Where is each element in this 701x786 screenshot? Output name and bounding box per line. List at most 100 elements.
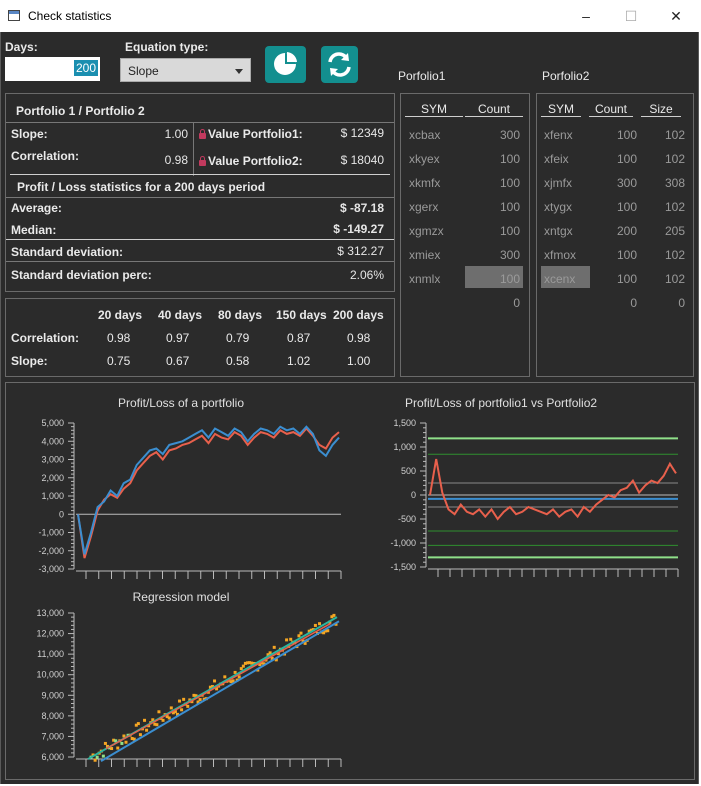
scatter-point <box>122 734 126 738</box>
window-title: Check statistics <box>28 9 112 23</box>
table-cell[interactable]: xgmzx <box>409 224 444 238</box>
scatter-point <box>138 733 142 737</box>
table-cell[interactable]: xfenx <box>544 128 573 142</box>
table-cell[interactable]: xgerx <box>409 200 439 214</box>
table-cell[interactable]: xfeix <box>544 152 569 166</box>
table-cell[interactable]: xntgx <box>544 224 573 238</box>
table-cell[interactable]: xjmfx <box>544 176 572 190</box>
equation-type-select[interactable]: Slope <box>120 58 251 82</box>
period-header: 20 days <box>98 308 143 322</box>
table-cell[interactable]: 300 <box>499 128 520 142</box>
value-portfolio1: $ 12349 <box>340 126 384 140</box>
table-cell[interactable]: 102 <box>664 200 685 214</box>
scatter-point <box>105 744 109 748</box>
table-cell[interactable]: 0 <box>678 296 685 310</box>
scatter-point <box>318 622 322 626</box>
table-cell[interactable]: 0 <box>513 296 520 310</box>
table-cell[interactable]: xcenx <box>544 272 576 286</box>
y-tick-label: 12,000 <box>36 629 64 639</box>
table-cell[interactable]: xcbax <box>409 128 441 142</box>
column-header: SYM <box>405 102 463 117</box>
scatter-point <box>262 662 266 666</box>
table-cell[interactable]: 0 <box>630 296 637 310</box>
table-cell[interactable]: 205 <box>664 224 685 238</box>
scatter-point <box>165 715 169 719</box>
refresh-button[interactable] <box>321 46 358 83</box>
scatter-point <box>116 746 120 750</box>
table-cell[interactable]: xfmox <box>544 248 577 262</box>
scatter-point <box>276 652 280 656</box>
table-cell[interactable]: 200 <box>616 224 637 238</box>
table-cell[interactable]: xnmlx <box>409 272 441 286</box>
scatter-point <box>175 712 179 716</box>
charts-panel: Profit/Loss of a portfolio Profit/Loss o… <box>5 382 695 780</box>
scatter-point <box>213 679 217 683</box>
scatter-point <box>334 622 338 626</box>
regression-line <box>105 622 332 750</box>
table-cell[interactable]: 100 <box>499 272 520 286</box>
table-cell[interactable]: 102 <box>664 152 685 166</box>
table-cell[interactable]: 100 <box>616 128 637 142</box>
average-label: Average: <box>11 201 62 215</box>
y-tick-label: 1,500 <box>393 418 416 428</box>
scatter-point <box>299 631 303 635</box>
table-cell[interactable]: 100 <box>499 176 520 190</box>
table-cell[interactable]: 308 <box>664 176 685 190</box>
table-cell[interactable]: xkyex <box>409 152 440 166</box>
days-input[interactable]: 200 <box>5 57 100 81</box>
table-cell[interactable]: 100 <box>616 248 637 262</box>
table-cell[interactable]: 100 <box>616 152 637 166</box>
scatter-point <box>194 694 198 698</box>
scatter-point <box>134 723 138 727</box>
days-value: 200 <box>73 60 98 76</box>
pie-chart-button[interactable] <box>265 46 306 83</box>
lock-icon <box>199 129 206 139</box>
series-line <box>77 426 340 559</box>
maximize-button[interactable]: ☐ <box>624 8 638 24</box>
table-cell[interactable]: 102 <box>664 272 685 286</box>
table-cell[interactable]: 102 <box>664 128 685 142</box>
table-cell[interactable]: xtygx <box>544 200 573 214</box>
table-cell[interactable]: 300 <box>616 176 637 190</box>
table-cell[interactable]: 100 <box>499 200 520 214</box>
table-cell[interactable]: 100 <box>616 272 637 286</box>
pie-chart-icon <box>274 52 297 75</box>
series-line <box>429 458 677 521</box>
table-cell[interactable]: 300 <box>499 248 520 262</box>
period-header: 150 days <box>276 308 327 322</box>
table-cell[interactable]: 100 <box>616 200 637 214</box>
scatter-point <box>223 675 227 679</box>
scatter-point <box>241 664 245 668</box>
period-correlation-label: Correlation: <box>11 331 80 345</box>
scatter-point <box>233 670 237 674</box>
scatter-point <box>272 645 276 649</box>
chevron-down-icon <box>235 69 243 74</box>
scatter-point <box>120 741 124 745</box>
table-cell[interactable]: 102 <box>664 248 685 262</box>
table-cell[interactable]: xmiex <box>409 248 441 262</box>
table-cell[interactable]: 100 <box>499 152 520 166</box>
period-header: 80 days <box>218 308 263 322</box>
std-perc-value: 2.06% <box>349 268 384 282</box>
scatter-point <box>182 697 186 701</box>
table-cell[interactable]: xkmfx <box>409 176 441 190</box>
close-button[interactable]: ✕ <box>670 8 682 24</box>
scatter-point <box>167 716 171 720</box>
stats-header: Portfolio 1 / Portfolio 2 <box>16 104 145 118</box>
scatter-point <box>155 723 159 727</box>
median-value: $ -149.27 <box>333 222 384 236</box>
std-label: Standard deviation: <box>11 245 124 259</box>
table-cell[interactable]: 100 <box>499 224 520 238</box>
y-tick-label: -500 <box>398 514 416 524</box>
scatter-point <box>196 700 200 704</box>
y-tick-label: 11,000 <box>37 649 64 659</box>
selected-row-highlight <box>541 266 590 288</box>
period-slope-cell: 0.67 <box>166 354 190 368</box>
scatter-point <box>114 739 118 743</box>
column-header: Count <box>589 102 633 117</box>
y-tick-label: 3,000 <box>41 455 64 465</box>
refresh-icon <box>328 52 351 77</box>
std-perc-label: Standard deviation perc: <box>11 268 152 282</box>
minimize-button[interactable]: – <box>582 8 590 24</box>
period-correlation-cell: 0.97 <box>166 331 190 345</box>
